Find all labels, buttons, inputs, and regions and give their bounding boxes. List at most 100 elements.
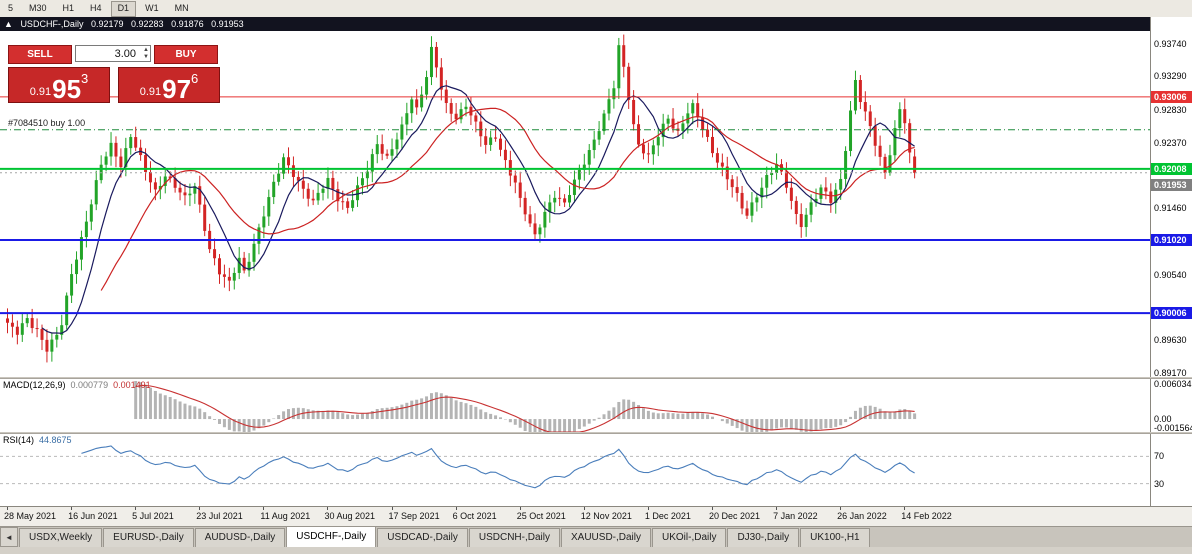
volume-increase-button[interactable]: ▲ — [143, 47, 149, 53]
ask-prefix: 0.91 — [139, 86, 162, 98]
price-scale[interactable]: 0.93740 0.93290 0.92830 0.92370 0.91460 0.905… — [1150, 17, 1192, 506]
price-tick-0.91460: 0.91460 — [1154, 203, 1187, 214]
date-tick — [135, 507, 137, 510]
pane-splitter[interactable] — [0, 377, 1192, 379]
chart-tab-xauusd-daily[interactable]: XAUUSD-,Daily — [560, 528, 651, 547]
date-label: 16 Jun 2021 — [68, 511, 118, 521]
rsi-indicator-pane[interactable]: RSI(14) 44.8675 — [0, 434, 1150, 506]
chart-tab-usdcnh-daily[interactable]: USDCNH-,Daily — [468, 528, 560, 547]
ohlc-open: 0.92179 — [90, 19, 124, 29]
date-tick — [840, 507, 842, 510]
chart-title: USDCHF-,Daily — [20, 19, 84, 29]
chart-tab-usdcad-daily[interactable]: USDCAD-,Daily — [377, 528, 468, 547]
date-tick — [7, 507, 8, 510]
price-tick-0.93740: 0.93740 — [1154, 38, 1187, 49]
chart-tab-usdx-weekly[interactable]: USDX,Weekly — [19, 528, 103, 547]
period-button-w1[interactable]: W1 — [145, 2, 159, 13]
date-label: 12 Nov 2021 — [580, 511, 632, 521]
chart-title-bar: ▲ USDCHF-,Daily 0.92179 0.92283 0.91876 … — [0, 17, 1150, 31]
date-tick — [199, 507, 201, 510]
macd-indicator-pane[interactable]: MACD(12,26,9) 0.000779 0.001491 — [0, 379, 1150, 432]
macd-label-row: MACD(12,26,9) 0.000779 0.001491 — [3, 380, 151, 390]
date-tick — [647, 507, 649, 510]
price-tick-0.90540: 0.90540 — [1154, 269, 1187, 280]
open-position-label: #7084510 buy 1.00 — [8, 117, 86, 128]
date-label: 7 Jan 2022 — [773, 511, 818, 521]
date-tick — [455, 507, 457, 510]
date-tick — [71, 507, 73, 510]
price-tick-0.93290: 0.93290 — [1154, 71, 1187, 82]
date-label: 25 Oct 2021 — [516, 511, 566, 521]
macd-canvas[interactable] — [0, 379, 1150, 432]
rsi-canvas[interactable] — [0, 434, 1150, 506]
main-chart-pane[interactable]: SELL 3.00 ▲ ▼ BUY 0.91 95 3 0.91 97 6 — [0, 31, 1150, 377]
macd-label: MACD(12,26,9) — [3, 380, 66, 390]
date-label: 5 Jul 2021 — [132, 511, 174, 521]
chart-tab-usdchf-daily[interactable]: USDCHF-,Daily — [286, 526, 377, 547]
sell-price-button[interactable]: 0.91 95 3 — [8, 67, 110, 103]
volume-value: 3.00 — [114, 47, 136, 60]
date-label: 23 Jul 2021 — [196, 511, 243, 521]
rsi-label: RSI(14) — [3, 435, 35, 445]
rsi-tick-70: 70 — [1154, 451, 1165, 462]
price-badge-0.90006: 0.90006 — [1151, 307, 1192, 320]
price-tick-0.92370: 0.92370 — [1154, 137, 1187, 148]
date-tick — [519, 507, 521, 510]
tab-scroll-left-button[interactable]: ◄ — [0, 527, 18, 547]
date-label: 11 Aug 2021 — [260, 511, 311, 521]
price-tick-0.89170: 0.89170 — [1154, 368, 1187, 379]
chart-tab-ukoil-daily[interactable]: UKOil-,Daily — [652, 528, 727, 547]
chart-tab-audusd-daily[interactable]: AUDUSD-,Daily — [194, 528, 286, 547]
period-button-h4[interactable]: H4 — [90, 2, 102, 13]
symbol-arrow-icon: ▲ — [4, 19, 13, 29]
macd-signal-value: 0.001491 — [113, 380, 151, 390]
time-axis[interactable]: 28 May 2021 16 Jun 2021 5 Jul 2021 23 Jul 2… — [0, 506, 1192, 526]
ohlc-high: 0.92283 — [131, 19, 164, 29]
bid-price-badge: 0.91953 — [1151, 178, 1192, 191]
chart-tab-uk100-h1[interactable]: UK100-,H1 — [800, 528, 870, 547]
date-label: 26 Jan 2022 — [837, 511, 887, 521]
date-label: 6 Oct 2021 — [452, 511, 497, 521]
rsi-value: 44.8675 — [39, 435, 72, 445]
pane-splitter[interactable] — [0, 432, 1192, 434]
date-label: 17 Sep 2021 — [388, 511, 440, 521]
rsi-label-row: RSI(14) 44.8675 — [3, 435, 72, 445]
period-button-5[interactable]: 5 — [8, 2, 14, 13]
price-badge-0.91020: 0.91020 — [1151, 234, 1192, 247]
volume-input[interactable]: 3.00 ▲ ▼ — [75, 45, 151, 62]
period-button-h1[interactable]: H1 — [62, 2, 75, 13]
macd-main-value: 0.000779 — [70, 380, 109, 390]
volume-decrease-button[interactable]: ▼ — [143, 54, 149, 60]
date-tick — [391, 507, 393, 510]
timeframe-toolbar: 5 M30 H1 H4 D1 W1 MN — [0, 0, 1192, 18]
date-tick — [711, 507, 713, 510]
buy-price-button[interactable]: 0.91 97 6 — [118, 67, 220, 103]
date-label: 14 Feb 2022 — [901, 511, 952, 521]
macd-tick-0.00: 0.00 — [1154, 414, 1172, 425]
macd-tick--0.001564: -0.001564 — [1154, 423, 1192, 434]
buy-button[interactable]: BUY — [154, 45, 218, 64]
bid-prefix: 0.91 — [29, 86, 52, 98]
date-label: 20 Dec 2021 — [708, 511, 761, 521]
date-label: 30 Aug 2021 — [324, 511, 375, 521]
period-button-m30[interactable]: M30 — [29, 2, 47, 13]
date-tick — [263, 507, 265, 510]
price-badge-0.93006: 0.93006 — [1151, 90, 1192, 103]
date-label: 1 Dec 2021 — [644, 511, 691, 521]
price-badge-0.92008: 0.92008 — [1151, 162, 1192, 175]
period-button-mn[interactable]: MN — [174, 2, 189, 13]
ask-big-digits: 97 — [162, 74, 192, 104]
candlestick-canvas[interactable] — [0, 31, 1150, 377]
period-button-d1[interactable]: D1 — [110, 0, 137, 17]
ohlc-low: 0.91876 — [171, 19, 204, 29]
chart-tabs-bar: ◄ USDX,Weekly EURUSD-,Daily AUDUSD-,Daily US… — [0, 526, 1192, 547]
sell-button[interactable]: SELL — [8, 45, 72, 64]
ask-pip-digit: 6 — [191, 71, 199, 86]
macd-tick-0.006034: 0.006034 — [1154, 378, 1192, 389]
bid-big-digits: 95 — [52, 74, 82, 104]
rsi-tick-30: 30 — [1154, 478, 1165, 489]
chart-tab-dj30-daily[interactable]: DJ30-,Daily — [727, 528, 800, 547]
date-tick — [327, 507, 329, 510]
chart-tab-eurusd-daily[interactable]: EURUSD-,Daily — [103, 528, 194, 547]
